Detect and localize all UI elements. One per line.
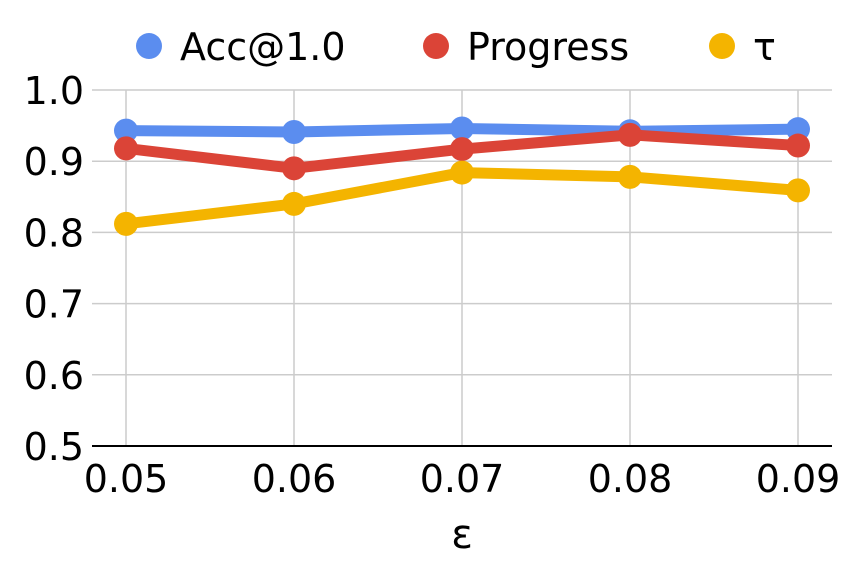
data-point [786,133,810,158]
data-point [618,164,642,189]
y-tick-label: 0.6 [24,354,84,398]
legend-marker [136,33,162,59]
series-lines [114,116,810,236]
data-point [786,178,810,203]
data-point [282,156,306,181]
data-point [114,118,138,143]
legend-marker [709,33,735,59]
x-tick-label: 0.07 [420,457,505,501]
y-tick-label: 0.8 [24,211,84,255]
legend-marker [423,33,449,59]
legend-label: Progress [467,25,629,69]
data-point [618,122,642,147]
series-group [114,160,810,236]
data-point [450,137,474,162]
y-tick-label: 0.7 [24,283,84,327]
data-point [282,120,306,145]
legend-item: τ [709,25,776,69]
x-tick-label: 0.05 [84,457,169,501]
axes: 0.5 0.6 0.7 0.8 0.9 1.0 0.05 0.06 0.07 0.08 0.09 [24,69,841,501]
legend-item: Acc@1.0 [136,25,346,69]
data-point [450,160,474,185]
series-group [114,122,810,181]
data-point [450,116,474,141]
legend: Acc@1.0 Progress τ [136,25,776,69]
x-axis-label: ε [451,512,473,558]
y-tick-label: 0.5 [24,425,84,469]
data-point [114,136,138,161]
legend-item: Progress [423,25,629,69]
data-point [114,211,138,236]
y-tick-label: 0.9 [24,140,84,184]
x-tick-label: 0.08 [588,457,673,501]
x-tick-label: 0.09 [756,457,841,501]
legend-label: Acc@1.0 [180,25,346,69]
x-tick-label: 0.06 [252,457,337,501]
y-tick-label: 1.0 [24,69,84,113]
data-point [282,191,306,216]
legend-label: τ [753,25,776,69]
